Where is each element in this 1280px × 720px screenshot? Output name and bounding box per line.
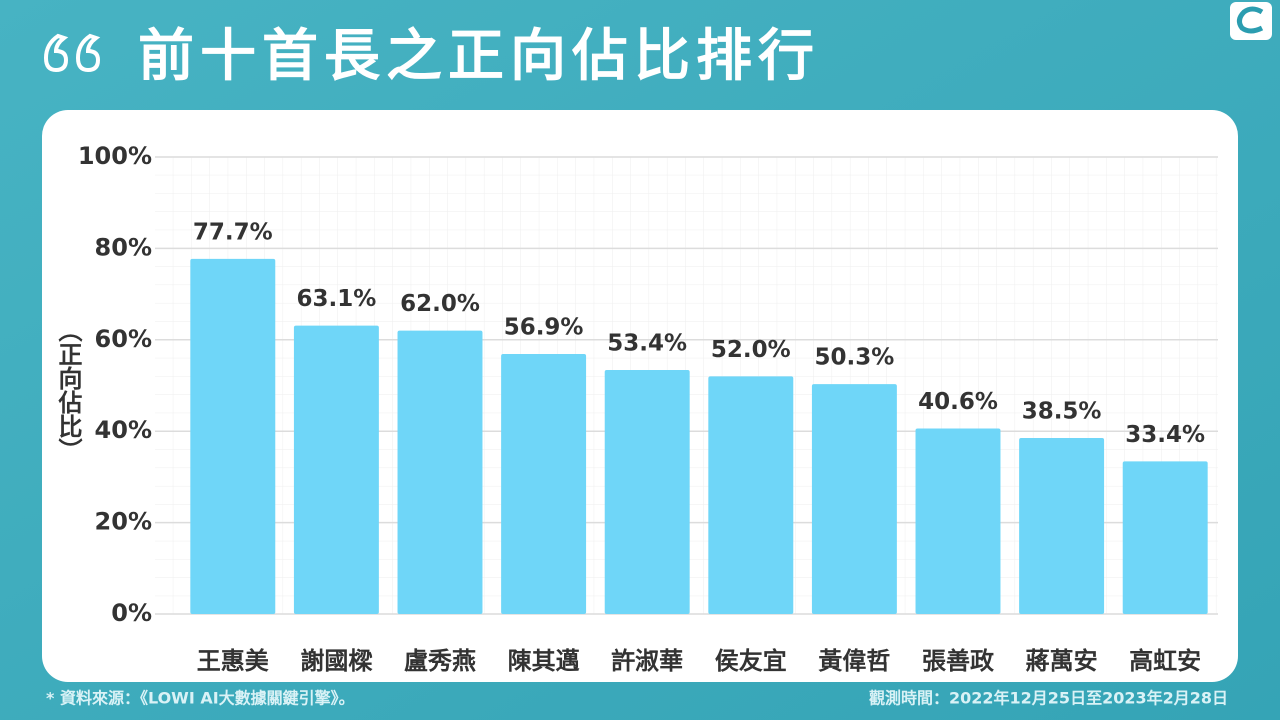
bar <box>293 325 379 614</box>
value-label: 38.5% <box>1022 399 1102 425</box>
bar <box>604 369 690 614</box>
logo <box>1230 2 1272 40</box>
y-tick-label: 80% <box>95 233 152 261</box>
y-tick-label: 0% <box>111 599 152 627</box>
bar <box>397 330 483 614</box>
footer-period: 觀測時間：2022年12月25日至2023年2月28日 <box>869 689 1228 708</box>
x-tick-label: 高虹安 <box>1129 647 1201 675</box>
y-axis-label: （正向佔比） <box>54 318 83 462</box>
value-label: 77.7% <box>193 219 273 245</box>
quote-icon <box>43 33 101 73</box>
value-label: 63.1% <box>297 286 377 312</box>
bar <box>1019 438 1105 614</box>
x-tick-label: 盧秀燕 <box>404 647 476 675</box>
bar <box>811 384 897 614</box>
value-label: 33.4% <box>1125 422 1205 448</box>
chart-title: 前十首長之正向佔比排行 <box>138 24 820 89</box>
bar <box>190 258 276 614</box>
y-tick-label: 40% <box>95 416 152 444</box>
x-tick-label: 侯友宜 <box>715 647 787 675</box>
y-tick-label: 20% <box>95 508 152 536</box>
value-label: 40.6% <box>918 389 998 415</box>
bar <box>1122 461 1208 614</box>
x-tick-label: 王惠美 <box>197 647 269 675</box>
value-label: 53.4% <box>607 330 687 356</box>
footer-source: * 資料來源：《LOWI AI大數據關鍵引擎》。 <box>46 689 355 708</box>
bar <box>915 428 1001 614</box>
value-label: 56.9% <box>504 314 584 340</box>
x-tick-label: 陳其邁 <box>508 647 580 675</box>
x-tick-label: 許淑華 <box>611 647 683 675</box>
value-label: 62.0% <box>400 291 480 317</box>
y-tick-label: 100% <box>78 142 152 170</box>
x-tick-label: 張善政 <box>922 647 994 675</box>
x-tick-label: 謝國樑 <box>300 647 373 675</box>
x-tick-label: 黃偉哲 <box>818 647 890 675</box>
bar <box>708 376 794 614</box>
bar <box>501 353 587 614</box>
x-tick-label: 蔣萬安 <box>1026 647 1098 675</box>
y-tick-label: 60% <box>95 325 152 353</box>
value-label: 52.0% <box>711 337 791 363</box>
value-label: 50.3% <box>815 345 895 371</box>
